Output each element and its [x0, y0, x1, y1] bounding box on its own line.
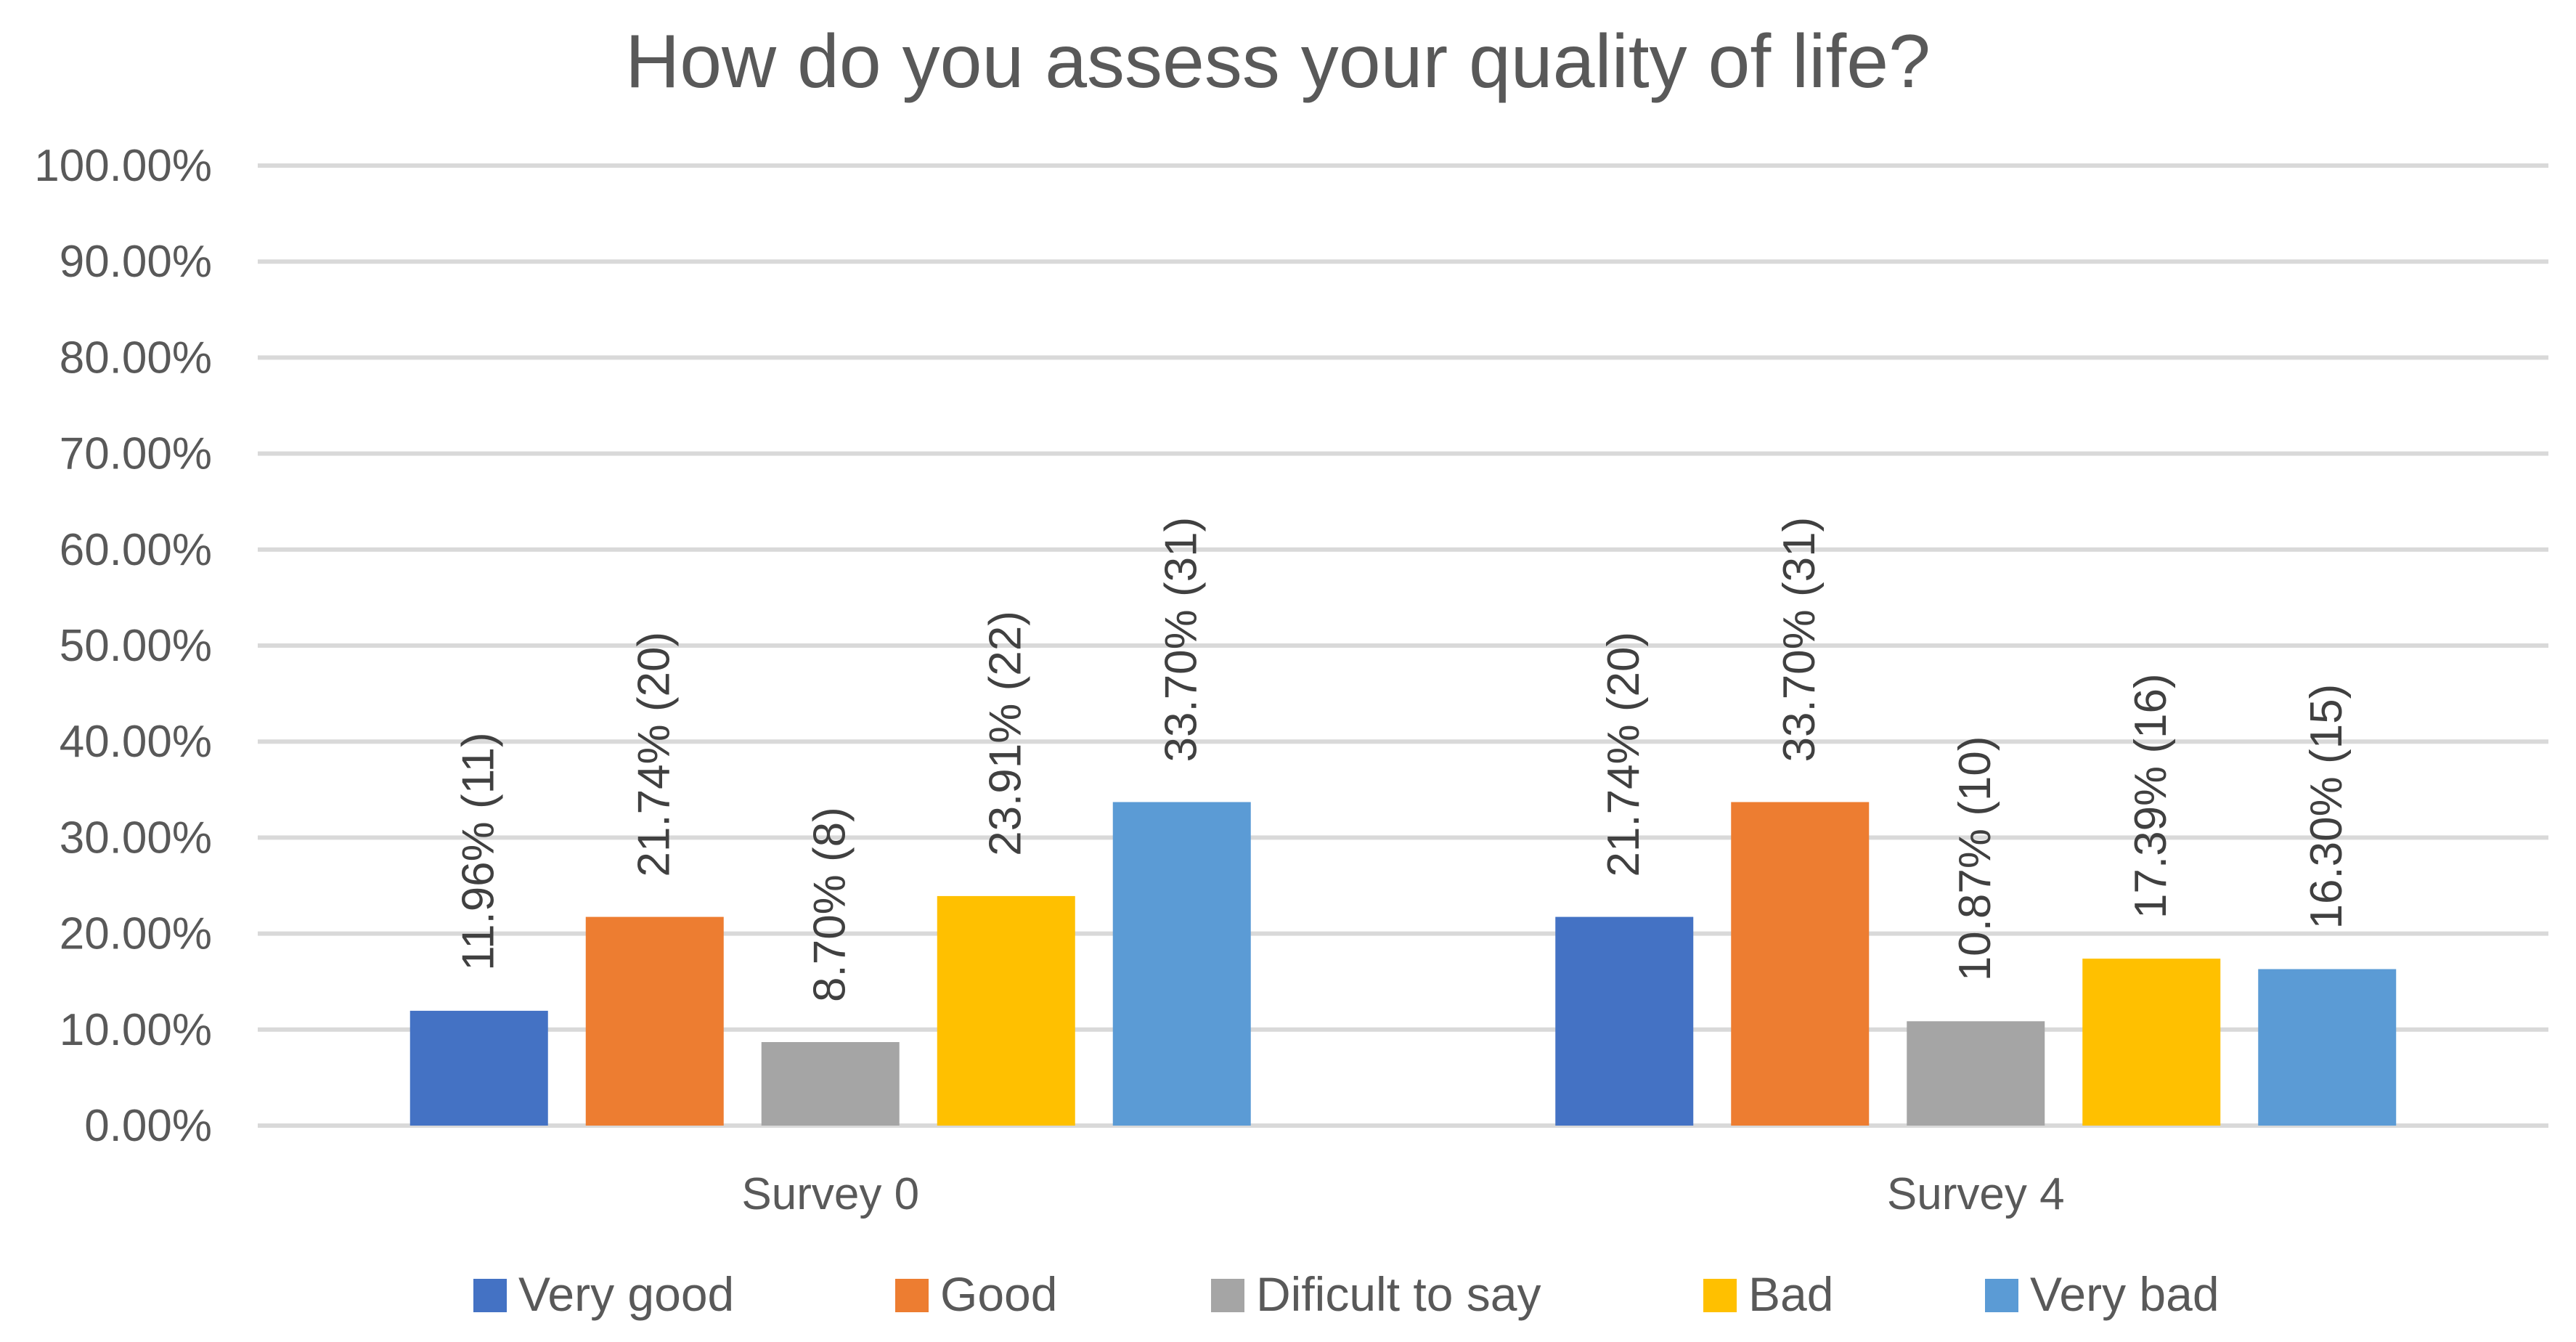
- data-label: 21.74% (20): [629, 632, 680, 877]
- y-tick-label: 50.00%: [60, 621, 212, 671]
- y-tick-label: 30.00%: [60, 813, 212, 863]
- y-tick-label: 20.00%: [60, 909, 212, 959]
- x-axis-categories: Survey 0 Survey 4: [741, 1169, 2064, 1219]
- legend-swatch: [895, 1279, 929, 1312]
- data-label: 11.96% (11): [454, 732, 504, 971]
- y-tick-label: 80.00%: [60, 333, 212, 383]
- legend-swatch: [473, 1279, 507, 1312]
- bar-bad-survey-0: [937, 895, 1075, 1126]
- y-tick-label: 70.00%: [60, 429, 212, 479]
- y-tick-label: 10.00%: [60, 1005, 212, 1055]
- y-tick-label: 40.00%: [60, 717, 212, 767]
- legend-label: Very bad: [2030, 1267, 2220, 1321]
- data-label: 33.70% (31): [1157, 517, 1207, 762]
- x-category-label: Survey 0: [741, 1169, 919, 1219]
- bar-very-bad-survey-4: [2258, 969, 2397, 1126]
- x-category-label: Survey 4: [1887, 1169, 2065, 1219]
- bar-very-good-survey-4: [1555, 916, 1694, 1126]
- legend-item-good: Good: [895, 1267, 1057, 1321]
- bar-very-good-survey-0: [409, 1010, 548, 1126]
- chart-title: How do you assess your quality of life?: [625, 20, 1931, 104]
- data-label: 23.91% (22): [981, 611, 1031, 856]
- y-tick-label: 90.00%: [60, 237, 212, 287]
- data-labels: 11.96% (11) 21.74% (20) 8.70% (8) 23.91% (2…: [454, 517, 2352, 1002]
- data-label: 21.74% (20): [1599, 632, 1649, 877]
- bar-good-survey-4: [1731, 802, 1870, 1126]
- legend-item-very-bad: Very bad: [1985, 1267, 2220, 1321]
- bar-very-bad-survey-0: [1112, 802, 1251, 1126]
- data-label: 16.30% (15): [2302, 684, 2352, 930]
- data-label: 17.39% (16): [2126, 673, 2176, 919]
- y-axis-ticks: 0.00% 10.00% 20.00% 30.00% 40.00% 50.00% 60.00…: [34, 141, 212, 1151]
- data-label: 33.70% (31): [1774, 517, 1825, 762]
- y-tick-label: 100.00%: [34, 141, 212, 191]
- bar-dificult-to-say-survey-0: [761, 1041, 900, 1126]
- legend-swatch: [1985, 1279, 2018, 1312]
- data-label: 8.70% (8): [805, 807, 855, 1002]
- legend-label: Dificult to say: [1256, 1267, 1541, 1321]
- legend-item-very-good: Very good: [473, 1267, 734, 1321]
- legend: Very good Good Dificult to say Bad Very bad: [473, 1267, 2220, 1321]
- bar-dificult-to-say-survey-4: [1907, 1021, 2045, 1126]
- legend-label: Good: [940, 1267, 1057, 1321]
- legend-swatch: [1211, 1279, 1244, 1312]
- data-label: 10.87% (10): [1950, 736, 2000, 982]
- legend-label: Very good: [518, 1267, 734, 1321]
- bar-good-survey-0: [585, 916, 724, 1126]
- bars: [409, 802, 2397, 1126]
- bar-bad-survey-4: [2082, 959, 2221, 1126]
- legend-label: Bad: [1748, 1267, 1833, 1321]
- legend-swatch: [1703, 1279, 1737, 1312]
- legend-item-dificult-to-say: Dificult to say: [1211, 1267, 1541, 1321]
- y-tick-label: 60.00%: [60, 525, 212, 575]
- legend-item-bad: Bad: [1703, 1267, 1833, 1321]
- y-tick-label: 0.00%: [84, 1101, 212, 1151]
